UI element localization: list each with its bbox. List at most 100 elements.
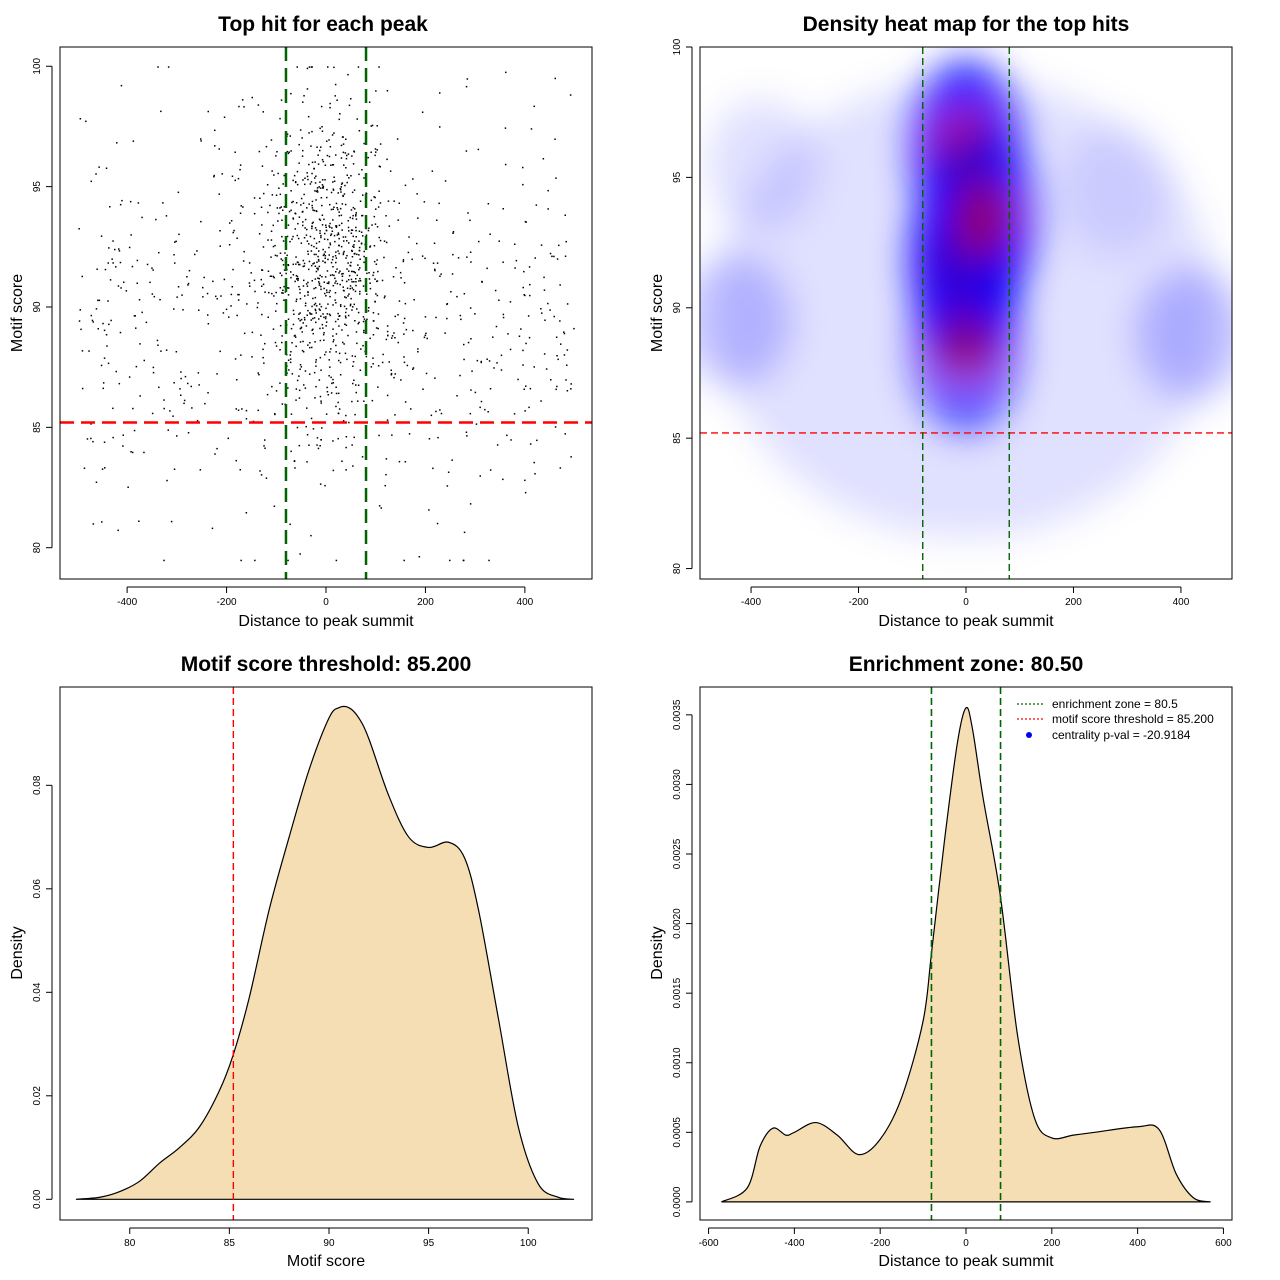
scatter-point (372, 357, 374, 359)
scatter-point (216, 298, 218, 300)
scatter-point (341, 222, 343, 225)
scatter-point (178, 233, 180, 236)
scatter-point (107, 362, 110, 365)
scatter-point (317, 163, 320, 165)
scatter-point (452, 253, 454, 256)
scatter-point (188, 269, 191, 272)
scatter-point (101, 521, 103, 523)
scatter-point (305, 283, 308, 285)
scatter-point (356, 342, 358, 345)
scatter-point (311, 225, 313, 227)
scatter-point (348, 242, 350, 244)
scatter-point (257, 302, 259, 304)
scatter-point (337, 437, 339, 440)
scatter-point (345, 436, 348, 438)
scatter-point (342, 252, 345, 254)
scatter-point (318, 308, 321, 310)
scatter-point (350, 270, 353, 273)
scatter-point (273, 295, 275, 297)
scatter-point (407, 251, 410, 254)
scatter-point (169, 410, 171, 412)
scatter-point (346, 280, 348, 283)
scatter-point (316, 146, 318, 148)
scatter-point (196, 250, 198, 252)
score-density-y-label: Density (9, 926, 26, 979)
scatter-point (292, 179, 294, 182)
scatter-point (522, 286, 524, 289)
scatter-point (488, 360, 491, 362)
scatter-point (131, 265, 134, 268)
scatter-point (332, 188, 335, 190)
x-tick-label: -400 (117, 597, 137, 608)
scatter-point (326, 391, 329, 393)
scatter-point (319, 181, 321, 183)
scatter-point (328, 281, 330, 283)
scatter-point (112, 436, 114, 439)
scatter-point (374, 196, 376, 199)
scatter-point (295, 345, 297, 348)
scatter-point (310, 417, 313, 420)
scatter-point (330, 234, 332, 237)
panel-scatter: Top hit for each peak -400 -200 0 200 400 80… (9, 13, 593, 630)
scatter-point (289, 361, 292, 364)
scatter-point (452, 232, 454, 234)
scatter-point (381, 361, 384, 364)
scatter-point (240, 354, 242, 356)
scatter-point (376, 259, 378, 261)
scatter-point (320, 146, 322, 148)
scatter-point (314, 278, 317, 280)
scatter-point (352, 288, 355, 291)
scatter-point (221, 173, 223, 175)
scatter-point (270, 275, 273, 277)
scatter-point (428, 509, 430, 511)
legend-pval-label: centrality p-val = -20.9184 (1052, 728, 1191, 742)
scatter-point (275, 291, 277, 294)
scatter-point (342, 286, 344, 288)
scatter-point (315, 270, 318, 273)
scatter-point (321, 323, 324, 326)
y-tick-label: 0.02 (32, 1086, 43, 1106)
scatter-point (341, 273, 343, 275)
scatter-point (320, 400, 322, 402)
scatter-point (335, 392, 338, 395)
scatter-point (320, 369, 322, 371)
scatter-point (342, 236, 345, 238)
scatter-point (121, 199, 123, 202)
scatter-point (362, 285, 365, 287)
scatter-point (352, 214, 354, 217)
scatter-point (529, 294, 531, 297)
scatter-point (194, 253, 196, 256)
scatter-point (354, 355, 356, 358)
scatter-point (139, 343, 141, 345)
scatter-point (176, 435, 178, 437)
scatter-point (460, 318, 462, 321)
scatter-point (515, 259, 518, 262)
scatter-point (279, 382, 281, 384)
scatter-point (355, 281, 357, 283)
scatter-point (536, 439, 538, 442)
scatter-point (323, 281, 325, 283)
scatter-point (311, 207, 314, 209)
scatter-point (260, 474, 263, 476)
scatter-point (304, 387, 307, 389)
scatter-point (157, 66, 159, 68)
scatter-point (400, 277, 402, 279)
scatter-point (350, 232, 353, 234)
scatter-point (345, 414, 347, 417)
scatter-point (234, 179, 236, 182)
scatter-point (395, 267, 397, 269)
scatter-point (239, 212, 242, 214)
scatter-point (312, 428, 315, 430)
scatter-point (254, 290, 256, 293)
scatter-point (187, 284, 189, 286)
scatter-point (334, 240, 336, 243)
scatter-point (112, 407, 114, 410)
scatter-point (555, 177, 557, 179)
scatter-point (421, 255, 424, 257)
scatter-point (522, 166, 524, 169)
scatter-point (408, 433, 411, 435)
scatter-point (513, 413, 516, 415)
scatter-point (322, 327, 324, 329)
scatter-point (446, 303, 449, 305)
heatmap-y-label: Motif score (649, 274, 666, 352)
